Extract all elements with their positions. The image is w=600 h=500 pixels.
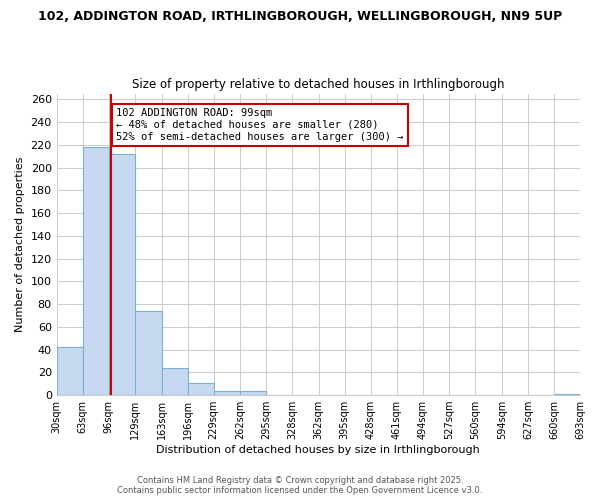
Bar [188, 382, 214, 395]
Bar [554, 394, 580, 395]
Bar [135, 311, 161, 395]
Y-axis label: Number of detached properties: Number of detached properties [15, 156, 25, 332]
Bar [240, 390, 266, 395]
Text: Contains HM Land Registry data © Crown copyright and database right 2025.
Contai: Contains HM Land Registry data © Crown c… [118, 476, 482, 495]
Text: 102 ADDINGTON ROAD: 99sqm
← 48% of detached houses are smaller (280)
52% of semi: 102 ADDINGTON ROAD: 99sqm ← 48% of detac… [116, 108, 403, 142]
X-axis label: Distribution of detached houses by size in Irthlingborough: Distribution of detached houses by size … [157, 445, 480, 455]
Bar [83, 147, 109, 395]
Bar [161, 368, 188, 395]
Bar [214, 390, 240, 395]
Bar [109, 154, 135, 395]
Title: Size of property relative to detached houses in Irthlingborough: Size of property relative to detached ho… [132, 78, 505, 91]
Text: 102, ADDINGTON ROAD, IRTHLINGBOROUGH, WELLINGBOROUGH, NN9 5UP: 102, ADDINGTON ROAD, IRTHLINGBOROUGH, WE… [38, 10, 562, 23]
Bar [56, 348, 83, 395]
